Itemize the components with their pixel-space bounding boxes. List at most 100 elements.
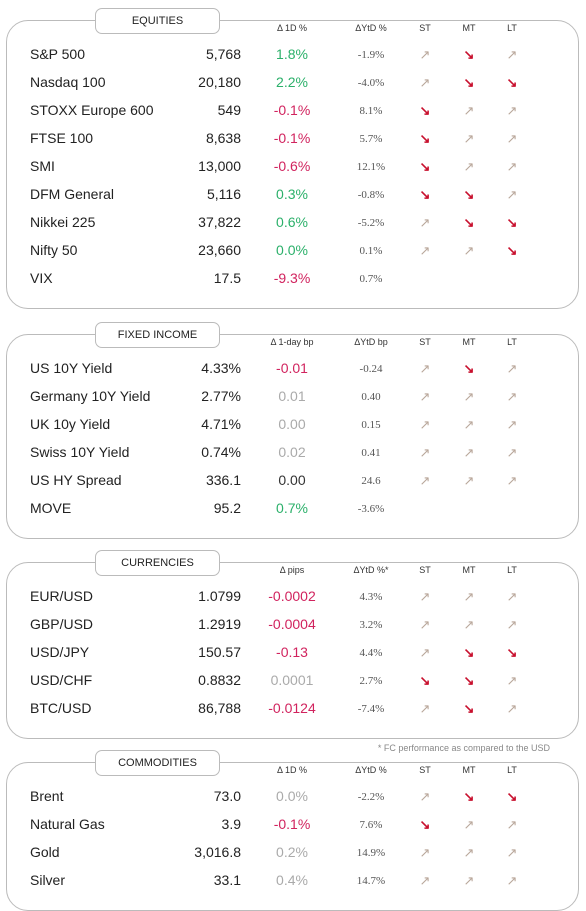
column-header: ΔYtD %* — [353, 565, 389, 575]
section-title: EQUITIES — [95, 8, 220, 34]
trend-arrow: ↗ — [506, 159, 518, 174]
row-ytd: 4.4% — [359, 647, 383, 659]
row-name: MOVE — [30, 500, 72, 516]
row-value: 33.1 — [213, 872, 241, 888]
trend-arrow: ↘ — [419, 103, 431, 118]
row-name: VIX — [30, 270, 53, 286]
row-delta: -0.1% — [273, 102, 311, 118]
trend-arrow: ↘ — [419, 673, 431, 688]
row-ytd: -1.9% — [357, 49, 385, 61]
row-delta: 0.6% — [276, 214, 308, 230]
column-header: ST — [419, 765, 431, 775]
trend-arrow: ↗ — [419, 389, 431, 404]
column-header: Δ 1D % — [276, 765, 308, 775]
trend-arrow: ↗ — [506, 361, 518, 376]
trend-arrow: ↗ — [419, 417, 431, 432]
row-ytd: 8.1% — [359, 105, 383, 117]
column-header: ΔYtD bp — [354, 337, 388, 347]
row-value: 4.71% — [201, 416, 241, 432]
row-name: Silver — [30, 872, 66, 888]
row-value: 1.0799 — [198, 588, 241, 604]
section-title: FIXED INCOME — [95, 322, 220, 348]
section-title: COMMODITIES — [95, 750, 220, 776]
trend-arrow: ↗ — [463, 243, 475, 258]
row-ytd: 3.2% — [359, 619, 383, 631]
row-name: Germany 10Y Yield — [30, 388, 151, 404]
row-name: Nasdaq 100 — [30, 74, 106, 90]
row-name: US HY Spread — [30, 472, 122, 488]
row-value: 20,180 — [198, 74, 241, 90]
row-delta: 0.0% — [276, 788, 308, 804]
section-box — [6, 762, 579, 911]
row-delta: 0.7% — [276, 500, 308, 516]
row-ytd: 2.7% — [359, 675, 383, 687]
row-value: 2.77% — [201, 388, 241, 404]
row-name: SMI — [30, 158, 55, 174]
column-header: MT — [462, 765, 476, 775]
row-delta: 0.3% — [276, 186, 308, 202]
trend-arrow: ↘ — [463, 789, 475, 804]
trend-arrow: ↗ — [419, 445, 431, 460]
row-name: DFM General — [30, 186, 115, 202]
row-delta: 0.00 — [278, 416, 306, 432]
row-ytd: 0.15 — [361, 419, 381, 431]
row-ytd: -2.2% — [357, 791, 385, 803]
column-header: ST — [419, 23, 431, 33]
row-delta: -0.0004 — [268, 616, 316, 632]
trend-arrow: ↗ — [463, 873, 475, 888]
trend-arrow: ↗ — [463, 617, 475, 632]
trend-arrow: ↗ — [506, 817, 518, 832]
row-name: FTSE 100 — [30, 130, 94, 146]
footnote: * FC performance as compared to the USD — [377, 743, 550, 753]
row-delta: 0.4% — [276, 872, 308, 888]
trend-arrow: ↗ — [419, 789, 431, 804]
trend-arrow: ↗ — [506, 445, 518, 460]
trend-arrow: ↗ — [419, 243, 431, 258]
trend-arrow: ↘ — [419, 131, 431, 146]
trend-arrow: ↗ — [463, 389, 475, 404]
column-header: MT — [462, 337, 476, 347]
row-value: 1.2919 — [198, 616, 241, 632]
trend-arrow: ↘ — [506, 243, 518, 258]
trend-arrow: ↗ — [419, 47, 431, 62]
row-ytd: 0.7% — [359, 273, 383, 285]
row-name: USD/CHF — [30, 672, 93, 688]
trend-arrow: ↗ — [506, 187, 518, 202]
row-value: 0.8832 — [198, 672, 241, 688]
trend-arrow: ↗ — [463, 445, 475, 460]
section-box — [6, 20, 579, 309]
row-delta: -0.6% — [273, 158, 311, 174]
column-header: MT — [462, 565, 476, 575]
row-ytd: 14.7% — [356, 875, 386, 887]
column-header: LT — [507, 23, 517, 33]
row-delta: -0.1% — [273, 816, 311, 832]
row-delta: -0.13 — [276, 644, 308, 660]
row-name: EUR/USD — [30, 588, 94, 604]
trend-arrow: ↘ — [463, 47, 475, 62]
trend-arrow: ↘ — [506, 215, 518, 230]
column-header: LT — [507, 765, 517, 775]
trend-arrow: ↗ — [506, 589, 518, 604]
trend-arrow: ↘ — [419, 159, 431, 174]
row-value: 13,000 — [198, 158, 241, 174]
column-header: ΔYtD % — [355, 765, 387, 775]
trend-arrow: ↗ — [463, 473, 475, 488]
trend-arrow: ↗ — [419, 589, 431, 604]
row-value: 8,638 — [205, 130, 241, 146]
trend-arrow: ↗ — [463, 817, 475, 832]
trend-arrow: ↗ — [463, 159, 475, 174]
column-header: LT — [507, 565, 517, 575]
trend-arrow: ↗ — [419, 873, 431, 888]
row-value: 37,822 — [198, 214, 241, 230]
column-header: ΔYtD % — [355, 23, 387, 33]
trend-arrow: ↗ — [419, 617, 431, 632]
row-name: S&P 500 — [30, 46, 86, 62]
row-name: STOXX Europe 600 — [30, 102, 154, 118]
section-box — [6, 334, 579, 539]
column-header: LT — [507, 337, 517, 347]
column-header: ST — [419, 565, 431, 575]
row-name: Nifty 50 — [30, 242, 78, 258]
row-delta: 0.00 — [278, 472, 306, 488]
row-delta: 1.8% — [276, 46, 308, 62]
row-delta: 0.02 — [278, 444, 306, 460]
